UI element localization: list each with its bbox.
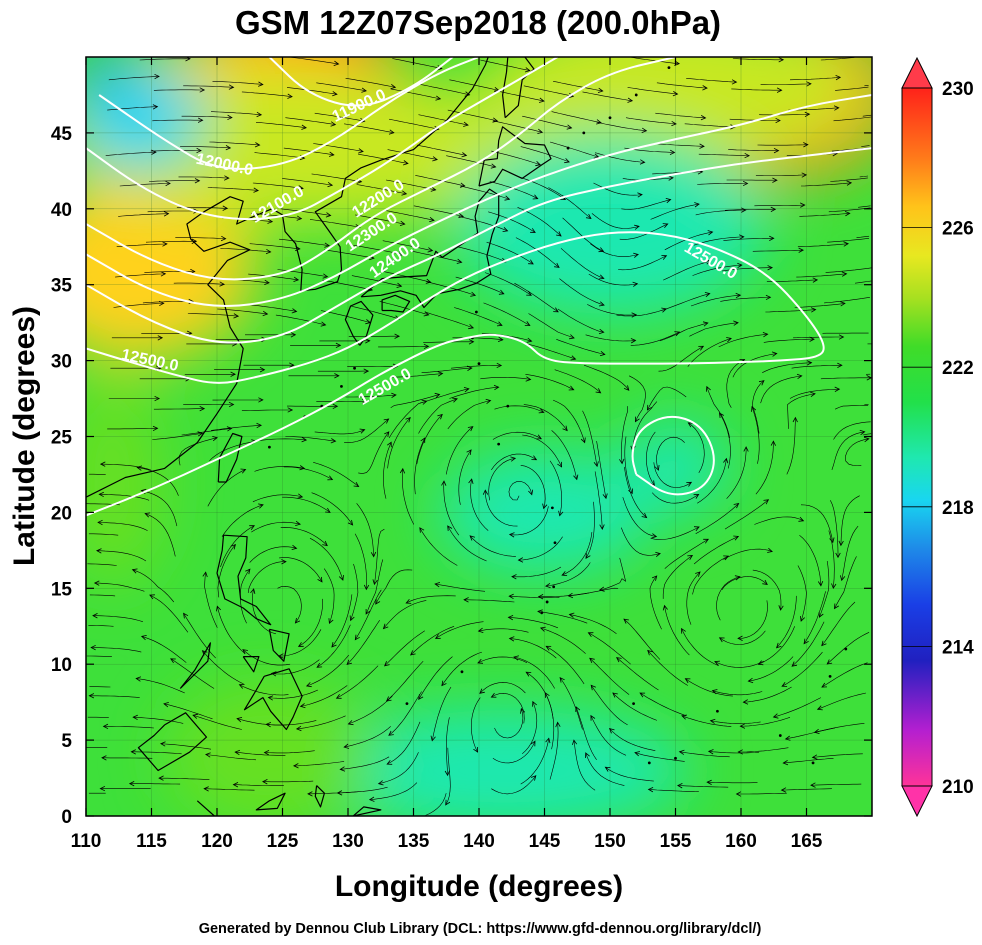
island-dot	[779, 734, 782, 737]
island-dot	[546, 601, 549, 604]
island-dot	[674, 757, 677, 760]
island-dot	[632, 702, 635, 705]
island-dot	[829, 675, 832, 678]
x-tick-label: 145	[529, 831, 561, 852]
y-tick-label: 20	[51, 503, 72, 524]
island-dot	[551, 506, 554, 509]
colorbar-tick-label: 222	[942, 358, 974, 379]
island-dot	[648, 761, 651, 764]
island-dot	[716, 710, 719, 713]
x-tick-label: 135	[398, 831, 430, 852]
island-dot	[406, 702, 409, 705]
island-dot	[461, 670, 464, 673]
island-dot	[478, 362, 481, 365]
y-tick-label: 40	[51, 200, 72, 221]
y-tick-label: 35	[51, 276, 73, 297]
island-dot	[340, 385, 343, 388]
island-dot	[475, 311, 478, 314]
colorbar-tick-label: 210	[942, 777, 974, 798]
island-dot	[554, 541, 557, 544]
island-dot	[609, 116, 612, 119]
island-dot	[497, 443, 500, 446]
colorbar-tick-label: 230	[942, 79, 974, 100]
island-dot	[268, 446, 271, 449]
island-dot	[552, 585, 555, 588]
colorbar-tick-label: 226	[942, 219, 974, 240]
x-tick-label: 165	[791, 831, 823, 852]
x-tick-label: 120	[201, 831, 233, 852]
island-dot	[353, 367, 356, 370]
island-dot	[582, 132, 585, 135]
x-axis-label: Longitude (degrees)	[335, 870, 623, 903]
colorbar-tick-label: 218	[942, 498, 974, 519]
colorbar-fill	[902, 88, 932, 786]
y-axis-label: Latitude (degrees)	[8, 306, 41, 566]
colorbar: 230 226 222 218 214 210	[902, 58, 974, 816]
y-tick-label: 25	[51, 428, 73, 449]
x-tick-label: 140	[463, 831, 495, 852]
x-tick-label: 130	[332, 831, 364, 852]
y-tick-label: 30	[51, 352, 72, 373]
y-tick-label: 0	[61, 807, 72, 828]
x-tick-label: 110	[71, 831, 102, 852]
y-tick-label: 15	[51, 579, 73, 600]
x-tick-label: 115	[136, 831, 167, 852]
y-tick-label: 10	[51, 655, 72, 676]
colorbar-bottom-arrow	[902, 786, 932, 816]
colorbar-top-arrow	[902, 58, 932, 88]
figure-title: GSM 12Z07Sep2018 (200.0hPa)	[235, 4, 721, 41]
x-tick-label: 125	[267, 831, 299, 852]
field-blob-14	[322, 710, 689, 831]
x-tick-label: 150	[594, 831, 626, 852]
x-tick-label: 160	[725, 831, 757, 852]
y-tick-label: 45	[51, 124, 73, 145]
island-dot	[635, 94, 638, 97]
field-blob-16	[60, 376, 165, 589]
y-tick-label: 5	[61, 731, 72, 752]
footer-credit: Generated by Dennou Club Library (DCL: h…	[199, 921, 762, 937]
colorbar-tick-label: 214	[942, 637, 974, 658]
island-dot	[668, 66, 671, 69]
island-dot	[812, 761, 815, 764]
x-tick-label: 155	[660, 831, 692, 852]
field-blob-10	[73, 65, 204, 171]
